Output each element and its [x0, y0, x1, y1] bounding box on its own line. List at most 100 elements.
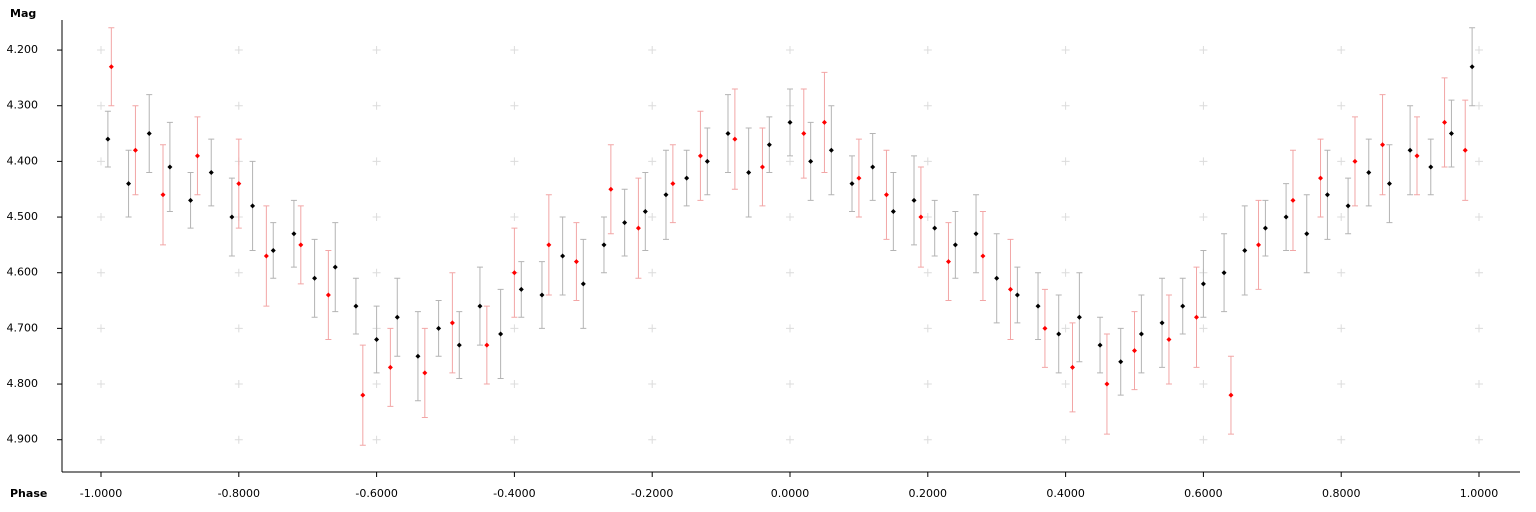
grid-cross	[372, 435, 381, 444]
data-point	[1076, 314, 1082, 320]
data-point	[945, 259, 951, 265]
data-point	[601, 242, 607, 248]
grid-cross	[96, 46, 105, 55]
data-point	[849, 181, 855, 187]
grid-cross	[1337, 380, 1346, 389]
grid-cross	[1061, 157, 1070, 166]
data-point	[980, 253, 986, 259]
y-tick-label: 4.500	[7, 210, 39, 223]
x-tick-label: 1.0000	[1460, 487, 1499, 500]
grid-cross	[1475, 213, 1483, 222]
data-point	[291, 231, 297, 237]
data-point	[1428, 164, 1434, 170]
data-point	[194, 153, 200, 159]
data-point	[332, 264, 338, 270]
y-tick-label: 4.800	[7, 377, 39, 390]
grid-cross	[923, 46, 932, 55]
y-tick-label: 4.300	[7, 99, 39, 112]
data-point	[1262, 225, 1268, 231]
y-tick-label: 4.600	[7, 266, 39, 279]
data-point	[821, 119, 827, 125]
grid-cross	[1199, 213, 1208, 222]
data-point	[477, 303, 483, 309]
grid-cross	[1199, 435, 1208, 444]
grid-cross	[510, 101, 519, 110]
data-point	[732, 136, 738, 142]
data-point	[1138, 331, 1144, 337]
data-point	[1132, 348, 1138, 354]
grid-cross	[1337, 101, 1346, 110]
data-point	[108, 64, 114, 70]
data-point	[539, 292, 545, 298]
grid-cross	[923, 435, 932, 444]
data-point	[422, 370, 428, 376]
data-point	[298, 242, 304, 248]
data-point	[208, 170, 214, 176]
grid-cross	[1199, 380, 1208, 389]
grid-cross	[234, 380, 243, 389]
grid-cross	[96, 213, 105, 222]
data-point	[1290, 197, 1296, 203]
data-point	[663, 192, 669, 198]
grid-cross	[1337, 157, 1346, 166]
grid-cross	[923, 268, 932, 277]
data-point	[498, 331, 504, 337]
data-point	[573, 259, 579, 265]
data-point	[684, 175, 690, 181]
data-point	[353, 303, 359, 309]
grid-cross	[96, 435, 105, 444]
grid-cross	[372, 380, 381, 389]
data-point	[1104, 381, 1110, 387]
grid-cross	[234, 324, 243, 333]
y-tick-label: 4.200	[7, 43, 39, 56]
grid-cross	[786, 46, 795, 55]
grid-cross	[372, 101, 381, 110]
data-point	[746, 170, 752, 176]
grid-cross	[648, 46, 657, 55]
grid-cross	[234, 435, 243, 444]
data-point	[1097, 342, 1103, 348]
data-point	[670, 181, 676, 187]
x-tick-label: -0.4000	[493, 487, 535, 500]
data-point	[828, 147, 834, 153]
x-tick-label: -0.6000	[355, 487, 397, 500]
data-point	[642, 208, 648, 214]
grid-cross	[372, 46, 381, 55]
grid-cross	[923, 324, 932, 333]
data-point	[890, 208, 896, 214]
data-point	[1304, 231, 1310, 237]
data-point	[456, 342, 462, 348]
grid-cross	[1061, 380, 1070, 389]
grid-cross	[1061, 435, 1070, 444]
data-point	[1056, 331, 1062, 337]
grid-cross	[1199, 101, 1208, 110]
grid-cross	[648, 213, 657, 222]
data-point	[484, 342, 490, 348]
data-point	[546, 242, 552, 248]
data-point	[250, 203, 256, 209]
data-point	[387, 364, 393, 370]
data-point	[236, 181, 242, 187]
data-point	[1366, 170, 1372, 176]
data-point	[126, 181, 132, 187]
grid-cross	[96, 324, 105, 333]
x-tick-label: 0.4000	[1046, 487, 1085, 500]
grid-cross	[1475, 435, 1483, 444]
grid-cross	[648, 324, 657, 333]
grid-cross	[923, 213, 932, 222]
data-point	[697, 153, 703, 159]
data-point	[1448, 131, 1454, 137]
data-point	[1324, 192, 1330, 198]
data-point	[973, 231, 979, 237]
grid-cross	[648, 435, 657, 444]
data-point	[1386, 181, 1392, 187]
x-tick-label: -0.8000	[218, 487, 260, 500]
grid-cross	[1475, 380, 1483, 389]
data-point	[160, 192, 166, 198]
data-point	[1118, 359, 1124, 365]
grid-cross	[786, 324, 795, 333]
grid-cross	[1061, 213, 1070, 222]
grid-cross	[1475, 157, 1483, 166]
data-point	[132, 147, 138, 153]
data-point	[1242, 247, 1248, 253]
